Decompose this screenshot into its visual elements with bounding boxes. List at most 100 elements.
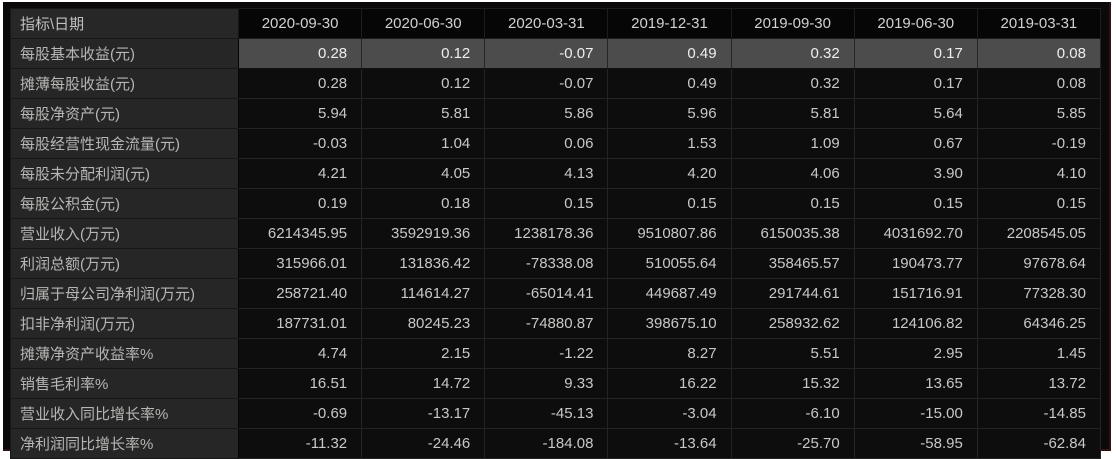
cell-value[interactable]: 0.15: [484, 188, 609, 219]
row-label[interactable]: 每股公积金(元): [10, 188, 239, 219]
cell-value[interactable]: 291744.61: [730, 278, 855, 309]
cell-value[interactable]: -78338.08: [484, 248, 609, 279]
cell-value[interactable]: 9.33: [484, 368, 609, 399]
cell-value[interactable]: 0.67: [853, 128, 978, 159]
cell-value[interactable]: 4031692.70: [853, 218, 978, 249]
row-label[interactable]: 归属于母公司净利润(万元): [10, 278, 239, 309]
cell-value[interactable]: 114614.27: [361, 278, 486, 309]
cell-value[interactable]: 2208545.05: [976, 218, 1102, 249]
cell-value[interactable]: 16.51: [237, 368, 363, 399]
cell-value[interactable]: 1.09: [730, 128, 855, 159]
cell-value[interactable]: 0.49: [607, 38, 732, 69]
cell-value[interactable]: 5.85: [976, 98, 1102, 129]
cell-value[interactable]: 0.15: [976, 188, 1102, 219]
cell-value[interactable]: -14.85: [976, 398, 1102, 429]
cell-value[interactable]: 0.32: [730, 38, 855, 69]
row-label[interactable]: 每股基本收益(元): [10, 38, 239, 69]
cell-value[interactable]: 190473.77: [853, 248, 978, 279]
cell-value[interactable]: 5.86: [484, 98, 609, 129]
cell-value[interactable]: -13.64: [607, 428, 732, 459]
cell-value[interactable]: -3.04: [607, 398, 732, 429]
cell-value[interactable]: 1.53: [607, 128, 732, 159]
cell-value[interactable]: 4.20: [607, 158, 732, 189]
cell-value[interactable]: 258932.62: [730, 308, 855, 339]
cell-value[interactable]: 0.12: [361, 68, 486, 99]
cell-value[interactable]: 0.17: [853, 68, 978, 99]
cell-value[interactable]: 0.08: [976, 38, 1102, 69]
cell-value[interactable]: 4.21: [237, 158, 363, 189]
cell-value[interactable]: 5.51: [730, 338, 855, 369]
cell-value[interactable]: -58.95: [853, 428, 978, 459]
row-label[interactable]: 摊薄每股收益(元): [10, 68, 239, 99]
cell-value[interactable]: -24.46: [361, 428, 486, 459]
cell-value[interactable]: -15.00: [853, 398, 978, 429]
cell-value[interactable]: 0.19: [237, 188, 363, 219]
cell-value[interactable]: 97678.64: [976, 248, 1102, 279]
cell-value[interactable]: 2.15: [361, 338, 486, 369]
cell-value[interactable]: 0.32: [730, 68, 855, 99]
cell-value[interactable]: 449687.49: [607, 278, 732, 309]
cell-value[interactable]: 151716.91: [853, 278, 978, 309]
cell-value[interactable]: 0.15: [730, 188, 855, 219]
row-label[interactable]: 营业收入(万元): [10, 218, 239, 249]
cell-value[interactable]: -65014.41: [484, 278, 609, 309]
cell-value[interactable]: 1.04: [361, 128, 486, 159]
cell-value[interactable]: 0.12: [361, 38, 486, 69]
cell-value[interactable]: 13.72: [976, 368, 1102, 399]
cell-value[interactable]: 3592919.36: [361, 218, 486, 249]
row-label[interactable]: 销售毛利率%: [10, 368, 239, 399]
cell-value[interactable]: 80245.23: [361, 308, 486, 339]
cell-value[interactable]: 0.15: [853, 188, 978, 219]
row-label[interactable]: 扣非净利润(万元): [10, 308, 239, 339]
cell-value[interactable]: 13.65: [853, 368, 978, 399]
cell-value[interactable]: 358465.57: [730, 248, 855, 279]
cell-value[interactable]: -0.19: [976, 128, 1102, 159]
cell-value[interactable]: 15.32: [730, 368, 855, 399]
cell-value[interactable]: 315966.01: [237, 248, 363, 279]
cell-value[interactable]: -0.07: [484, 68, 609, 99]
cell-value[interactable]: 4.06: [730, 158, 855, 189]
cell-value[interactable]: 9510807.86: [607, 218, 732, 249]
cell-value[interactable]: 0.08: [976, 68, 1102, 99]
cell-value[interactable]: 0.28: [237, 38, 363, 69]
cell-value[interactable]: 5.94: [237, 98, 363, 129]
cell-value[interactable]: -11.32: [237, 428, 363, 459]
cell-value[interactable]: 3.90: [853, 158, 978, 189]
cell-value[interactable]: 398675.10: [607, 308, 732, 339]
row-label[interactable]: 每股经营性现金流量(元): [10, 128, 239, 159]
cell-value[interactable]: 5.64: [853, 98, 978, 129]
row-label[interactable]: 净利润同比增长率%: [10, 428, 239, 459]
cell-value[interactable]: 2.95: [853, 338, 978, 369]
cell-value[interactable]: 131836.42: [361, 248, 486, 279]
cell-value[interactable]: 6150035.38: [730, 218, 855, 249]
cell-value[interactable]: 4.13: [484, 158, 609, 189]
row-label[interactable]: 每股未分配利润(元): [10, 158, 239, 189]
cell-value[interactable]: 5.96: [607, 98, 732, 129]
cell-value[interactable]: -0.03: [237, 128, 363, 159]
cell-value[interactable]: 0.49: [607, 68, 732, 99]
cell-value[interactable]: 4.74: [237, 338, 363, 369]
cell-value[interactable]: 8.27: [607, 338, 732, 369]
cell-value[interactable]: -25.70: [730, 428, 855, 459]
cell-value[interactable]: 187731.01: [237, 308, 363, 339]
cell-value[interactable]: 64346.25: [976, 308, 1102, 339]
cell-value[interactable]: 124106.82: [853, 308, 978, 339]
cell-value[interactable]: 0.28: [237, 68, 363, 99]
row-label[interactable]: 摊薄净资产收益率%: [10, 338, 239, 369]
cell-value[interactable]: 5.81: [730, 98, 855, 129]
cell-value[interactable]: -184.08: [484, 428, 609, 459]
cell-value[interactable]: -0.07: [484, 38, 609, 69]
cell-value[interactable]: -6.10: [730, 398, 855, 429]
cell-value[interactable]: 0.06: [484, 128, 609, 159]
cell-value[interactable]: 0.15: [607, 188, 732, 219]
cell-value[interactable]: 16.22: [607, 368, 732, 399]
row-label[interactable]: 利润总额(万元): [10, 248, 239, 279]
cell-value[interactable]: 77328.30: [976, 278, 1102, 309]
row-label[interactable]: 每股净资产(元): [10, 98, 239, 129]
cell-value[interactable]: -74880.87: [484, 308, 609, 339]
cell-value[interactable]: -0.69: [237, 398, 363, 429]
cell-value[interactable]: 4.05: [361, 158, 486, 189]
cell-value[interactable]: 6214345.95: [237, 218, 363, 249]
cell-value[interactable]: -45.13: [484, 398, 609, 429]
cell-value[interactable]: 0.17: [853, 38, 978, 69]
